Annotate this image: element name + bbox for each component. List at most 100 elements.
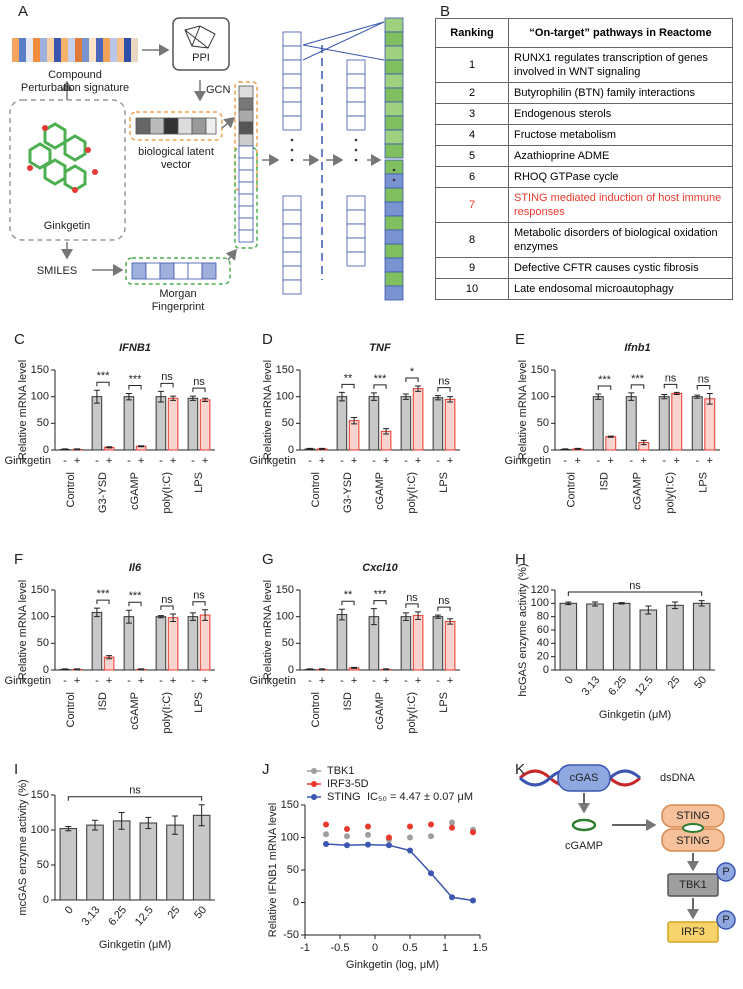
y-axis-label: Relative mRNA level — [262, 360, 274, 460]
group-sign: + — [106, 455, 112, 467]
layer-cell — [384, 73, 404, 89]
error-bar — [170, 613, 177, 622]
table-row: 5 Azathioprine ADME — [435, 145, 733, 167]
table-cell: 10 — [435, 278, 509, 300]
x-tick-label: 50 — [192, 904, 209, 921]
group-sign: - — [159, 675, 163, 687]
layer-cell — [384, 229, 404, 245]
group-sign: + — [415, 455, 421, 467]
table-cell: Azathioprine ADME — [508, 145, 733, 167]
x-tick-label: G3-YSD — [97, 472, 109, 513]
error-bar — [351, 416, 358, 425]
x-tick-label: 6.25 — [106, 904, 129, 928]
label: cGAS — [570, 772, 599, 784]
significance-label: ns — [193, 376, 205, 388]
error-bar — [74, 448, 81, 451]
chart-title: TNF — [369, 342, 391, 354]
ellipsis-dot — [354, 158, 358, 162]
y-tick-label: 50 — [537, 417, 549, 429]
y-tick-label: 150 — [281, 799, 299, 811]
bar — [444, 398, 456, 451]
y-tick-label: 50 — [282, 637, 294, 649]
layer-cell — [384, 159, 404, 175]
y-tick-label: 100 — [31, 824, 49, 836]
group-sign: + — [351, 455, 357, 467]
x-tick-label: LPS — [193, 472, 205, 493]
error-bar — [618, 602, 625, 605]
y-tick-label: 50 — [287, 864, 299, 876]
vector-cell — [238, 121, 254, 135]
vector-cell — [238, 217, 254, 231]
x-tick-label: LPS — [438, 692, 450, 713]
ellipsis-dot — [354, 138, 358, 142]
significance-label: *** — [97, 370, 111, 382]
layer-cell — [282, 223, 302, 239]
panel-label: K — [515, 761, 525, 778]
group-sign: + — [202, 455, 208, 467]
error-bar — [661, 394, 668, 400]
fit-line — [325, 843, 474, 902]
x-tick-label: ISD — [342, 692, 354, 710]
bar — [444, 620, 456, 671]
data-point — [344, 826, 350, 833]
chart-title: Il6 — [129, 562, 142, 574]
data-point — [470, 829, 476, 836]
error-bar — [672, 601, 678, 610]
table-cell: Metabolic disorders of biological oxidat… — [508, 222, 733, 258]
error-bar — [118, 812, 125, 830]
y-tick-label: 50 — [37, 859, 49, 871]
layer-cell — [282, 73, 302, 89]
significance-bracket — [341, 383, 355, 389]
bar — [199, 399, 211, 451]
significance-bracket — [67, 796, 203, 801]
y-tick-label: 150 — [531, 364, 549, 376]
bar — [91, 396, 103, 451]
error-bar — [415, 385, 422, 392]
y-axis-label: Relative mRNA level — [517, 360, 529, 460]
data-point — [449, 894, 455, 901]
bar — [432, 397, 444, 451]
layer-cell — [346, 73, 366, 89]
y-tick-label: 150 — [31, 364, 49, 376]
x-tick-label: cGAMP — [374, 472, 386, 510]
label: cGAMP — [565, 840, 603, 852]
barcode-cell — [75, 38, 82, 62]
significance-bracket — [373, 600, 387, 605]
significance-bracket — [663, 383, 678, 389]
significance-label: ns — [698, 373, 710, 385]
y-tick-label: 20 — [537, 651, 549, 663]
table-cell: RHOQ GTPase cycle — [508, 166, 733, 188]
header-cell: “On-target” pathways in Reactome — [508, 18, 733, 48]
legend-marker — [311, 794, 317, 800]
error-bar — [189, 612, 196, 621]
bar — [91, 611, 103, 671]
bar — [187, 397, 199, 451]
y-tick-label: 0 — [288, 444, 294, 456]
table-row: 6 RHOQ GTPase cycle — [435, 166, 733, 188]
barcode-cell — [110, 38, 117, 62]
panel-label: F — [14, 551, 23, 568]
group-sign: - — [191, 455, 195, 467]
error-bar — [170, 395, 177, 401]
x-axis-label: Ginkgetin — [250, 455, 296, 467]
y-tick-label: 150 — [276, 584, 294, 596]
group-sign: - — [127, 675, 131, 687]
y-tick-label: 0 — [293, 896, 299, 908]
group-sign: - — [127, 455, 131, 467]
x-tick-label: 0.5 — [402, 942, 417, 954]
bar — [400, 396, 412, 451]
label: TBK1 — [679, 879, 707, 891]
y-tick-label: 50 — [37, 417, 49, 429]
panel-label: A — [18, 3, 28, 20]
label: Morgan — [159, 288, 196, 300]
table-cell: STING mediated induction of host immune … — [508, 187, 733, 223]
significance-bracket — [373, 384, 387, 389]
table-header: Ranking “On-target” pathways in Reactome — [435, 18, 733, 48]
label: dsDNA — [660, 772, 696, 784]
bar — [139, 822, 158, 901]
x-tick-label: 3.13 — [580, 674, 603, 698]
layer-cell — [384, 115, 404, 131]
significance-label: ns — [129, 785, 141, 797]
y-tick-label: 100 — [531, 391, 549, 403]
